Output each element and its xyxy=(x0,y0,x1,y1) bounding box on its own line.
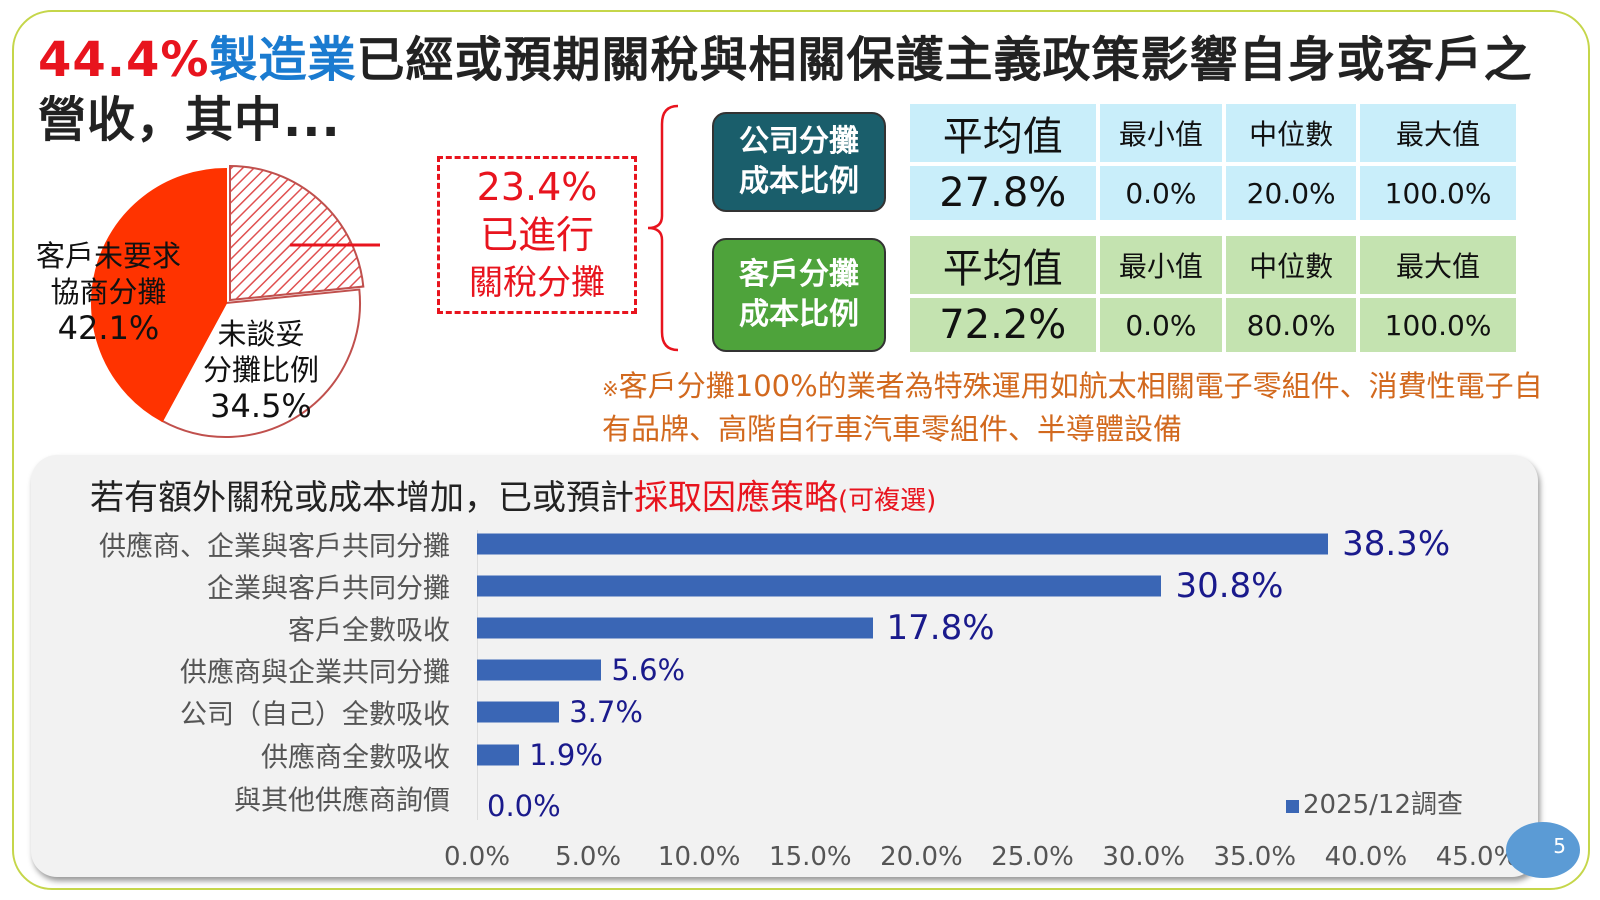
customer-stats-table: 平均值 最小值 中位數 最大值 72.2% 0.0% 80.0% 100.0% xyxy=(906,232,1520,356)
header-mean: 平均值 xyxy=(910,236,1096,294)
pie-label-not-agreed: 未談妥 分攤比例 34.5% xyxy=(203,317,320,425)
value-label: 3.7% xyxy=(569,695,643,729)
value-max: 100.0% xyxy=(1360,166,1516,220)
value-min: 0.0% xyxy=(1099,298,1223,352)
pie-slice xyxy=(160,288,361,438)
value-label: 17.8% xyxy=(886,608,995,648)
footnote: ※客戶分攤100%的業者為特殊運用如航太相關電子零組件、消費性電子自有品牌、高階… xyxy=(602,369,1543,446)
x-tick-label: 20.0% xyxy=(880,842,963,872)
x-tick-label: 0.0% xyxy=(443,842,511,872)
x-tick-label: 10.0% xyxy=(657,842,741,872)
x-tick-label: 45.0% xyxy=(1435,842,1519,872)
callout-box: 23.4% 已進行 關稅分攤 xyxy=(437,156,637,314)
bar xyxy=(477,744,520,766)
header-max: 最大值 xyxy=(1360,236,1516,294)
header-min: 最小值 xyxy=(1099,104,1223,162)
brace-icon xyxy=(647,104,679,352)
callout-connector xyxy=(290,243,380,247)
header-median: 中位數 xyxy=(1226,236,1357,294)
company-stats-table: 平均值 最小值 中位數 最大值 27.8% 0.0% 20.0% 100.0% xyxy=(906,100,1520,224)
category-label: 公司（自己）全數吸收 xyxy=(180,699,450,731)
header-max: 最大值 xyxy=(1360,104,1516,162)
title-percent: 44.4% xyxy=(38,32,210,88)
x-tick-label: 30.0% xyxy=(1102,842,1185,872)
category-label: 供應商全數吸收 xyxy=(261,742,450,774)
chart-legend: 2025/12調查 xyxy=(1286,784,1463,821)
bar xyxy=(477,533,1329,555)
x-tick-label: 25.0% xyxy=(991,842,1074,872)
bar xyxy=(477,575,1162,597)
value-label: 30.8% xyxy=(1175,566,1284,606)
x-tick-label: 15.0% xyxy=(769,842,852,872)
value-label: 1.9% xyxy=(529,738,603,772)
customer-share-label: 客戶分攤 成本比例 xyxy=(712,238,886,352)
value-min: 0.0% xyxy=(1099,166,1223,220)
value-label: 0.0% xyxy=(487,789,561,823)
bar xyxy=(477,659,602,681)
category-label: 與其他供應商詢價 xyxy=(234,785,450,817)
pie-label-not-requested: 客戶未要求 協商分攤 42.1% xyxy=(36,239,182,347)
header-min: 最小值 xyxy=(1099,236,1223,294)
value-median: 20.0% xyxy=(1226,166,1357,220)
header-mean: 平均值 xyxy=(910,104,1096,162)
bar xyxy=(477,617,873,639)
x-tick-label: 5.0% xyxy=(555,842,622,872)
value-label: 5.6% xyxy=(611,653,686,687)
x-tick-label: 35.0% xyxy=(1213,842,1297,872)
value-median: 80.0% xyxy=(1226,298,1357,352)
category-label: 供應商與企業共同分攤 xyxy=(180,657,450,689)
pie-slice xyxy=(229,164,365,302)
header-median: 中位數 xyxy=(1226,104,1357,162)
value-label: 38.3% xyxy=(1342,524,1451,564)
value-mean: 27.8% xyxy=(910,166,1096,220)
page-number: 5 xyxy=(1506,822,1580,878)
value-max: 100.0% xyxy=(1360,298,1516,352)
slide-title: 44.4%製造業已經或預期關稅與相關保護主義政策影響自身或客戶之營收，其中... xyxy=(38,30,1578,150)
category-label: 客戶全數吸收 xyxy=(288,615,450,647)
slide-frame xyxy=(12,10,1590,890)
chart-title: 若有額外關稅或成本增加，已或預計採取因應策略(可複選) xyxy=(90,478,937,518)
pie-slice xyxy=(91,167,227,423)
company-share-label: 公司分攤 成本比例 xyxy=(712,112,886,212)
category-label: 企業與客戶共同分攤 xyxy=(207,573,450,605)
pie-chart xyxy=(91,164,380,438)
legend-swatch xyxy=(1286,800,1299,813)
value-mean: 72.2% xyxy=(910,298,1096,352)
bar xyxy=(477,701,560,723)
category-label: 供應商、企業與客戶共同分攤 xyxy=(99,531,450,563)
title-text: 已經或預期關稅與相關保護主義政策影響自身或客戶之營收，其中... xyxy=(38,32,1533,148)
x-tick-label: 40.0% xyxy=(1324,842,1408,872)
title-sector: 製造業 xyxy=(209,32,357,88)
